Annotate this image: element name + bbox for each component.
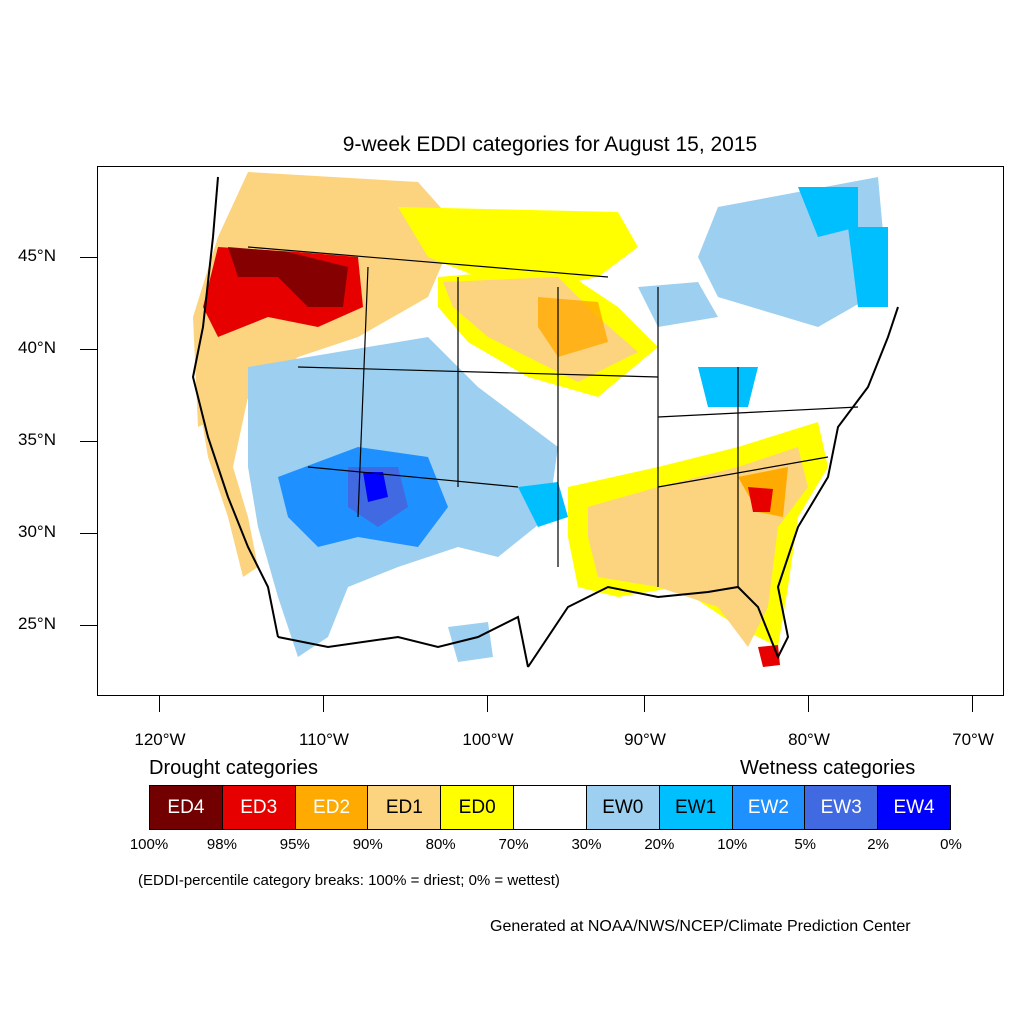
lat-tick: [80, 441, 97, 442]
percent-break: 90%: [352, 836, 383, 853]
eddi-map: [191, 172, 899, 668]
lon-label-90: 90°W: [624, 730, 666, 749]
lat-label-35: 35°N: [18, 430, 56, 449]
wetness-categories-heading: Wetness categories: [740, 757, 916, 779]
percent-break: 80%: [425, 836, 456, 853]
lon-label-100: 100°W: [462, 730, 514, 749]
legend-box-ed2: ED2: [295, 786, 369, 829]
lon-label-120: 120°W: [134, 730, 186, 749]
percent-break: 95%: [279, 836, 310, 853]
map-panel: [97, 166, 1004, 696]
breaks-note: (EDDI-percentile category breaks: 100% =…: [138, 872, 560, 889]
percent-break: 30%: [571, 836, 602, 853]
lat-tick: [80, 625, 97, 626]
lon-tick: [159, 696, 160, 712]
lon-tick: [323, 696, 324, 712]
legend-box-ew4: EW4: [878, 786, 950, 829]
category-legend: ED4 ED3 ED2 ED1 ED0 EW0 EW1 EW2 EW3 EW4: [149, 785, 951, 830]
lon-label-80: 80°W: [788, 730, 830, 749]
legend-box-ew0: EW0: [586, 786, 660, 829]
legend-box-ew2: EW2: [732, 786, 806, 829]
percent-break: 98%: [206, 836, 237, 853]
percent-break: 10%: [717, 836, 748, 853]
legend-box-ew3: EW3: [805, 786, 879, 829]
lat-label-40: 40°N: [18, 338, 56, 357]
percent-break: 20%: [644, 836, 675, 853]
percent-break: 0%: [940, 836, 962, 853]
percent-break: 2%: [867, 836, 889, 853]
legend-box-neutral: [514, 786, 587, 829]
percent-break: 100%: [129, 836, 169, 853]
lon-tick: [644, 696, 645, 712]
map-title: 9-week EDDI categories for August 15, 20…: [342, 133, 758, 156]
legend-box-ed3: ED3: [222, 786, 296, 829]
category-shading: [193, 172, 888, 667]
percent-break: 5%: [794, 836, 817, 853]
legend-box-ew1: EW1: [659, 786, 733, 829]
lat-tick: [80, 257, 97, 258]
boundaries: [191, 176, 899, 668]
lon-label-70: 70°W: [952, 730, 994, 749]
lon-tick: [808, 696, 809, 712]
lat-tick: [80, 349, 97, 350]
lon-label-110: 110°W: [299, 730, 349, 749]
lon-tick: [972, 696, 973, 712]
percent-break: 70%: [498, 836, 529, 853]
lat-label-25: 25°N: [18, 614, 56, 633]
lat-label-45: 45°N: [18, 246, 56, 265]
legend-box-ed1: ED1: [368, 786, 442, 829]
lat-label-30: 30°N: [18, 522, 56, 541]
lon-tick: [487, 696, 488, 712]
legend-box-ed0: ED0: [441, 786, 515, 829]
credit-line: Generated at NOAA/NWS/NCEP/Climate Predi…: [490, 918, 911, 935]
lat-tick: [80, 533, 97, 534]
drought-categories-heading: Drought categories: [149, 757, 318, 779]
legend-box-ed4: ED4: [150, 786, 223, 829]
